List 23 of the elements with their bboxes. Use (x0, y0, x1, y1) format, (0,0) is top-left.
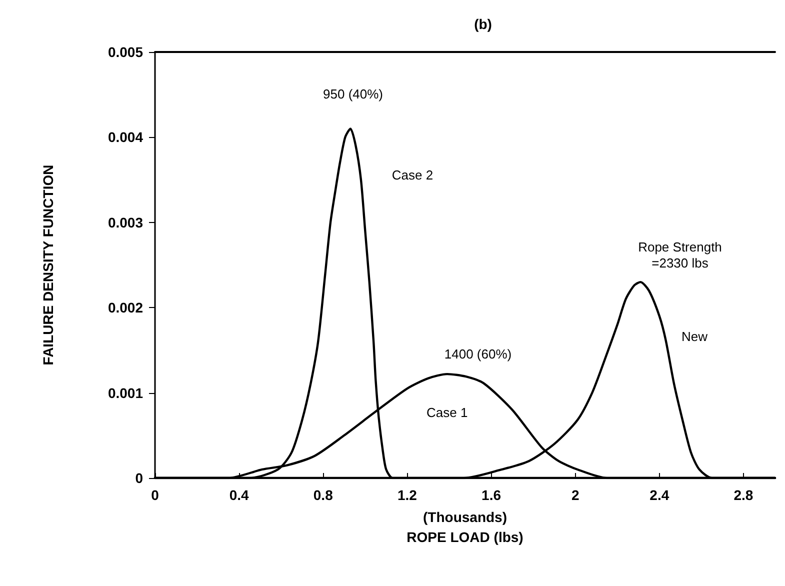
x-tick-label: 2.4 (650, 487, 670, 503)
x-tick-label: 2 (571, 487, 580, 503)
y-tick-label: 0 (135, 470, 144, 486)
annotation: 950 (40%) (323, 86, 383, 102)
annotation: Rope Strength =2330 lbs (638, 240, 722, 270)
x-axis-title: (Thousands) ROPE LOAD (lbs) (406, 508, 524, 545)
x-tick-label: 2.8 (734, 487, 754, 503)
x-tick-label: 1.2 (397, 487, 418, 503)
series-label: Case 1 (426, 405, 468, 420)
y-tick-label: 0.001 (108, 384, 144, 401)
x-tick-label: 0 (151, 487, 160, 503)
chart-title: (b) (474, 16, 492, 32)
x-tick-label: 1.6 (482, 487, 502, 503)
y-tick-label: 0.002 (108, 300, 144, 316)
y-axis-title: FAILURE DENSITY FUNCTION (40, 164, 56, 366)
x-tick-label: 0.8 (313, 487, 334, 503)
y-tick-label: 0.003 (108, 214, 144, 230)
y-tick-label: 0.005 (108, 44, 144, 60)
series-label: New (681, 329, 708, 344)
annotation: 1400 (60%) (444, 346, 512, 362)
y-tick-label: 0.004 (108, 129, 144, 146)
x-tick-label: 0.4 (229, 487, 250, 503)
text: Case 2 (392, 168, 434, 183)
